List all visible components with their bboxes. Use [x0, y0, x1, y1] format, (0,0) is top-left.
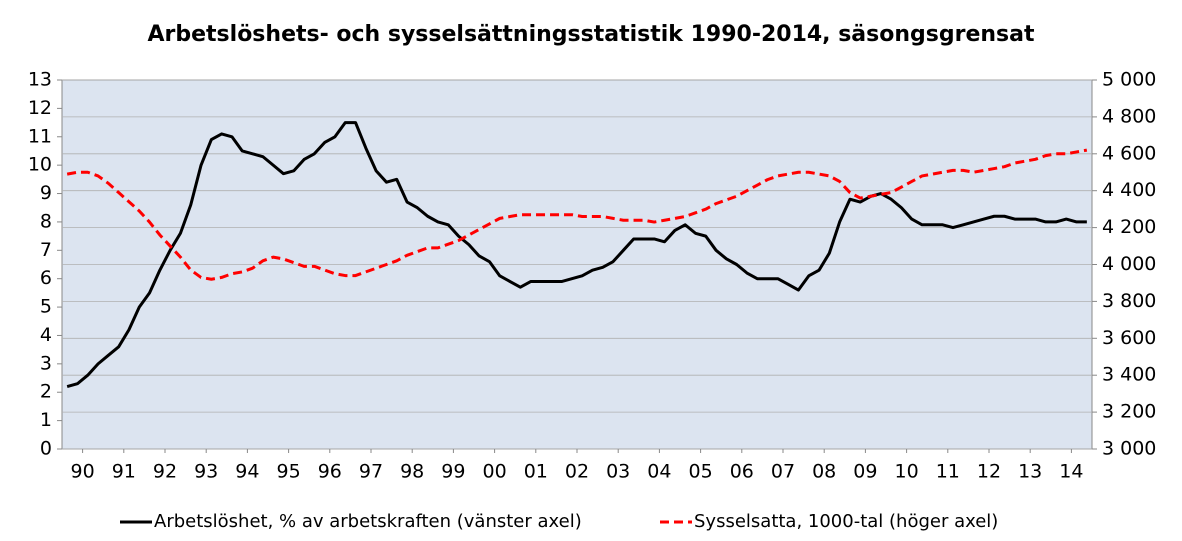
x-tick-label: 14	[1059, 461, 1083, 483]
x-tick-label: 12	[977, 461, 1001, 483]
x-tick-label: 09	[853, 461, 877, 483]
x-tick-label: 99	[441, 461, 465, 483]
x-tick-label: 92	[153, 461, 177, 483]
y2-tick-label: 4 200	[1102, 216, 1156, 238]
y2-tick-label: 4 800	[1102, 105, 1156, 127]
y-tick-label: 6	[40, 267, 52, 289]
y-tick-label: 11	[28, 125, 52, 147]
y-tick-label: 1	[40, 409, 52, 431]
y2-tick-label: 3 400	[1102, 364, 1156, 386]
y-tick-label: 2	[40, 381, 52, 403]
x-tick-label: 98	[400, 461, 424, 483]
x-tick-label: 10	[895, 461, 919, 483]
x-tick-label: 03	[606, 461, 630, 483]
line-series	[66, 121, 1087, 388]
y-tick-label: 8	[40, 210, 52, 232]
x-tick-label: 97	[359, 461, 383, 483]
y-tick-label: 5	[40, 296, 52, 318]
y-tick-label: 10	[28, 154, 52, 176]
x-tick-label: 91	[112, 461, 136, 483]
x-tick-label: 94	[235, 461, 259, 483]
legend-label: Sysselsatta, 1000-tal (höger axel)	[694, 511, 998, 532]
legend-label: Arbetslöshet, % av arbetskraften (vänste…	[154, 511, 582, 532]
y2-tick-label: 5 000	[1102, 69, 1156, 91]
x-tick-label: 02	[565, 461, 589, 483]
y-tick-label: 12	[28, 97, 52, 119]
y2-tick-label: 3 000	[1102, 438, 1156, 460]
y2-tick-label: 3 200	[1102, 401, 1156, 423]
line-series	[66, 148, 1088, 281]
y2-tick-label: 4 400	[1102, 179, 1156, 201]
x-tick-label: 95	[277, 461, 301, 483]
x-tick-label: 01	[524, 461, 548, 483]
x-tick-label: 05	[689, 461, 713, 483]
y2-tick-label: 3 600	[1102, 327, 1156, 349]
y-tick-label: 7	[40, 239, 52, 261]
y-tick-label: 9	[40, 182, 52, 204]
x-tick-label: 00	[483, 461, 507, 483]
x-tick-label: 90	[71, 461, 95, 483]
y2-tick-label: 4 600	[1102, 142, 1156, 164]
chart-title: Arbetslöshets- och sysselsättningsstatis…	[148, 22, 1035, 47]
x-tick-label: 04	[647, 461, 671, 483]
x-tick-label: 13	[1018, 461, 1042, 483]
y-tick-label: 13	[28, 69, 52, 91]
x-tick-label: 06	[730, 461, 754, 483]
x-tick-label: 96	[318, 461, 342, 483]
x-tick-label: 11	[936, 461, 960, 483]
y2-tick-label: 4 000	[1102, 253, 1156, 275]
y-tick-label: 3	[40, 352, 52, 374]
y-tick-label: 0	[40, 438, 52, 460]
x-tick-label: 08	[812, 461, 836, 483]
x-tick-label: 07	[771, 461, 795, 483]
x-tick-label: 93	[194, 461, 218, 483]
y-tick-label: 4	[40, 324, 52, 346]
y2-tick-label: 3 800	[1102, 290, 1156, 312]
